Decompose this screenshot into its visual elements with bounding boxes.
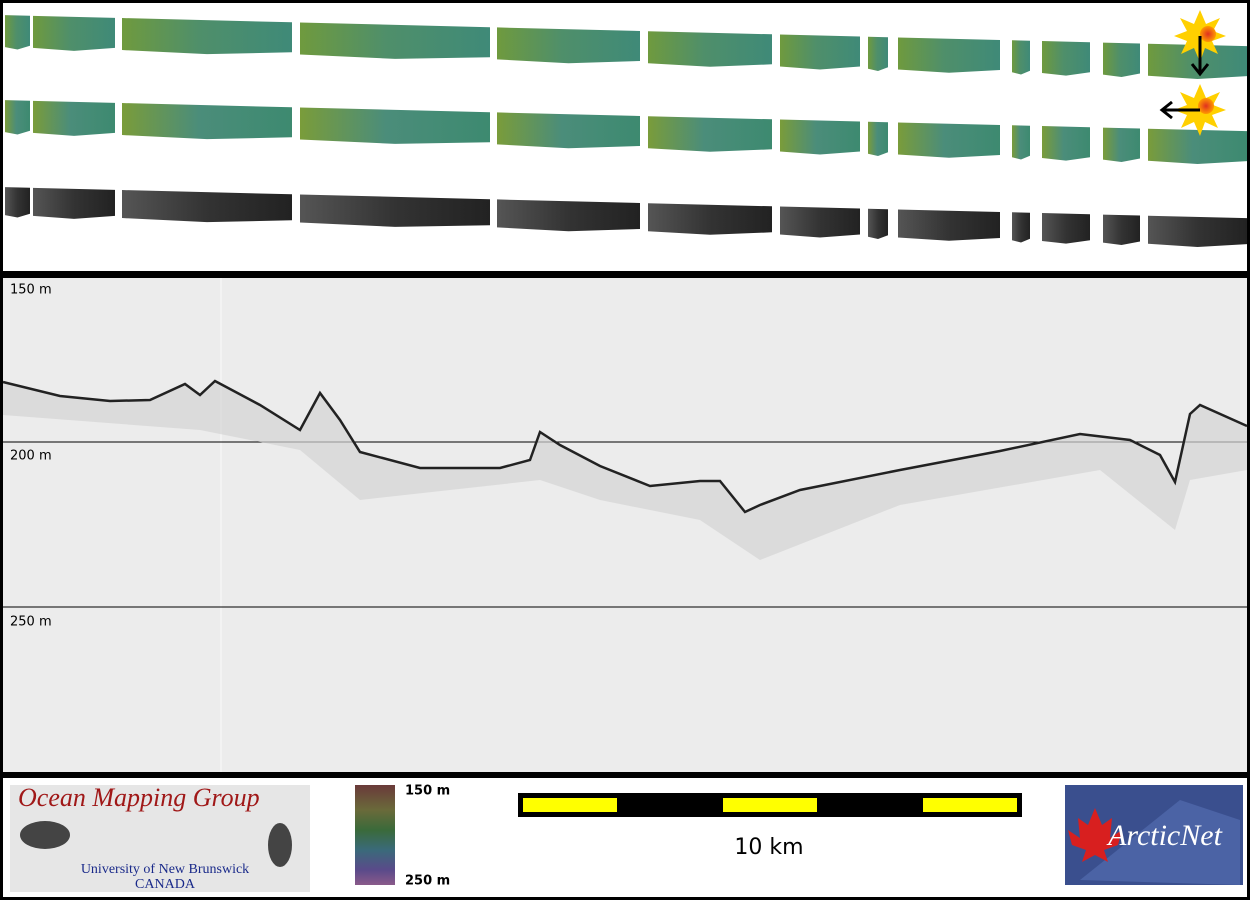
swath-segment: [33, 100, 115, 136]
swath-segment: [300, 194, 490, 227]
omg-logo: Ocean Mapping Group University of New Br…: [10, 783, 310, 892]
swath-strips: [5, 15, 1247, 247]
swath-segment: [5, 187, 30, 218]
swath-segment: [868, 121, 888, 156]
scale-bar: [518, 793, 1022, 817]
omg-line: CANADA: [135, 877, 196, 892]
swath-segment: [1103, 127, 1140, 163]
swath-segment: [300, 107, 490, 144]
omg-line: University of New Brunswick: [81, 862, 249, 877]
swath-segment: [1012, 40, 1030, 75]
swath-segment: [1148, 128, 1247, 164]
swath-segment: [898, 37, 1000, 73]
swath-segment: [1012, 125, 1030, 160]
sun-icon-2: [1159, 84, 1226, 136]
colorbar-label: 250 m: [405, 874, 450, 889]
scale-label: 10 km: [734, 835, 803, 860]
swath-segment: [1012, 212, 1030, 243]
profile-panel: [3, 278, 1247, 772]
swath-segment: [122, 103, 292, 140]
swath-segment: [648, 203, 772, 235]
arcticnet-title: ArcticNet: [1106, 819, 1223, 852]
swath-segment: [497, 27, 640, 64]
swath-segment: [1042, 126, 1090, 161]
seafloor-profile: [2, 379, 1248, 514]
backscatter-haze: [3, 381, 1247, 560]
swath-segment: [5, 100, 30, 135]
swath-segment: [1148, 43, 1247, 79]
swath-segment: [33, 15, 115, 51]
swath-segment: [868, 208, 888, 239]
swath-segment: [1148, 215, 1247, 247]
swath-segment: [780, 206, 860, 238]
depth-label: 200 m: [10, 449, 52, 464]
swath-segment: [1103, 214, 1140, 246]
swath-segment: [780, 34, 860, 70]
swath-segment: [1103, 42, 1140, 78]
swath-segment: [1042, 41, 1090, 76]
swath-segment: [122, 190, 292, 223]
swath-segment: [898, 209, 1000, 241]
swath-segment: [898, 122, 1000, 158]
omg-title: Ocean Mapping Group: [18, 783, 260, 812]
swath-segment: [497, 112, 640, 149]
swath-segment: [5, 15, 30, 50]
swath-segment: [648, 31, 772, 67]
swath-segment: [1042, 213, 1090, 244]
depth-label: 150 m: [10, 283, 52, 298]
sun-icon-1: [1174, 10, 1226, 77]
swath-segment: [648, 116, 772, 152]
colorbar-label: 150 m: [405, 784, 450, 799]
swath-segment: [122, 18, 292, 55]
swath-segment: [868, 36, 888, 71]
colorbar: [355, 785, 395, 885]
swath-segment: [33, 187, 115, 219]
swath-segment: [497, 199, 640, 232]
arcticnet-logo: ArcticNet: [1065, 785, 1243, 885]
depth-label: 250 m: [10, 615, 52, 630]
swath-segment: [780, 119, 860, 155]
swath-segment: [300, 22, 490, 59]
